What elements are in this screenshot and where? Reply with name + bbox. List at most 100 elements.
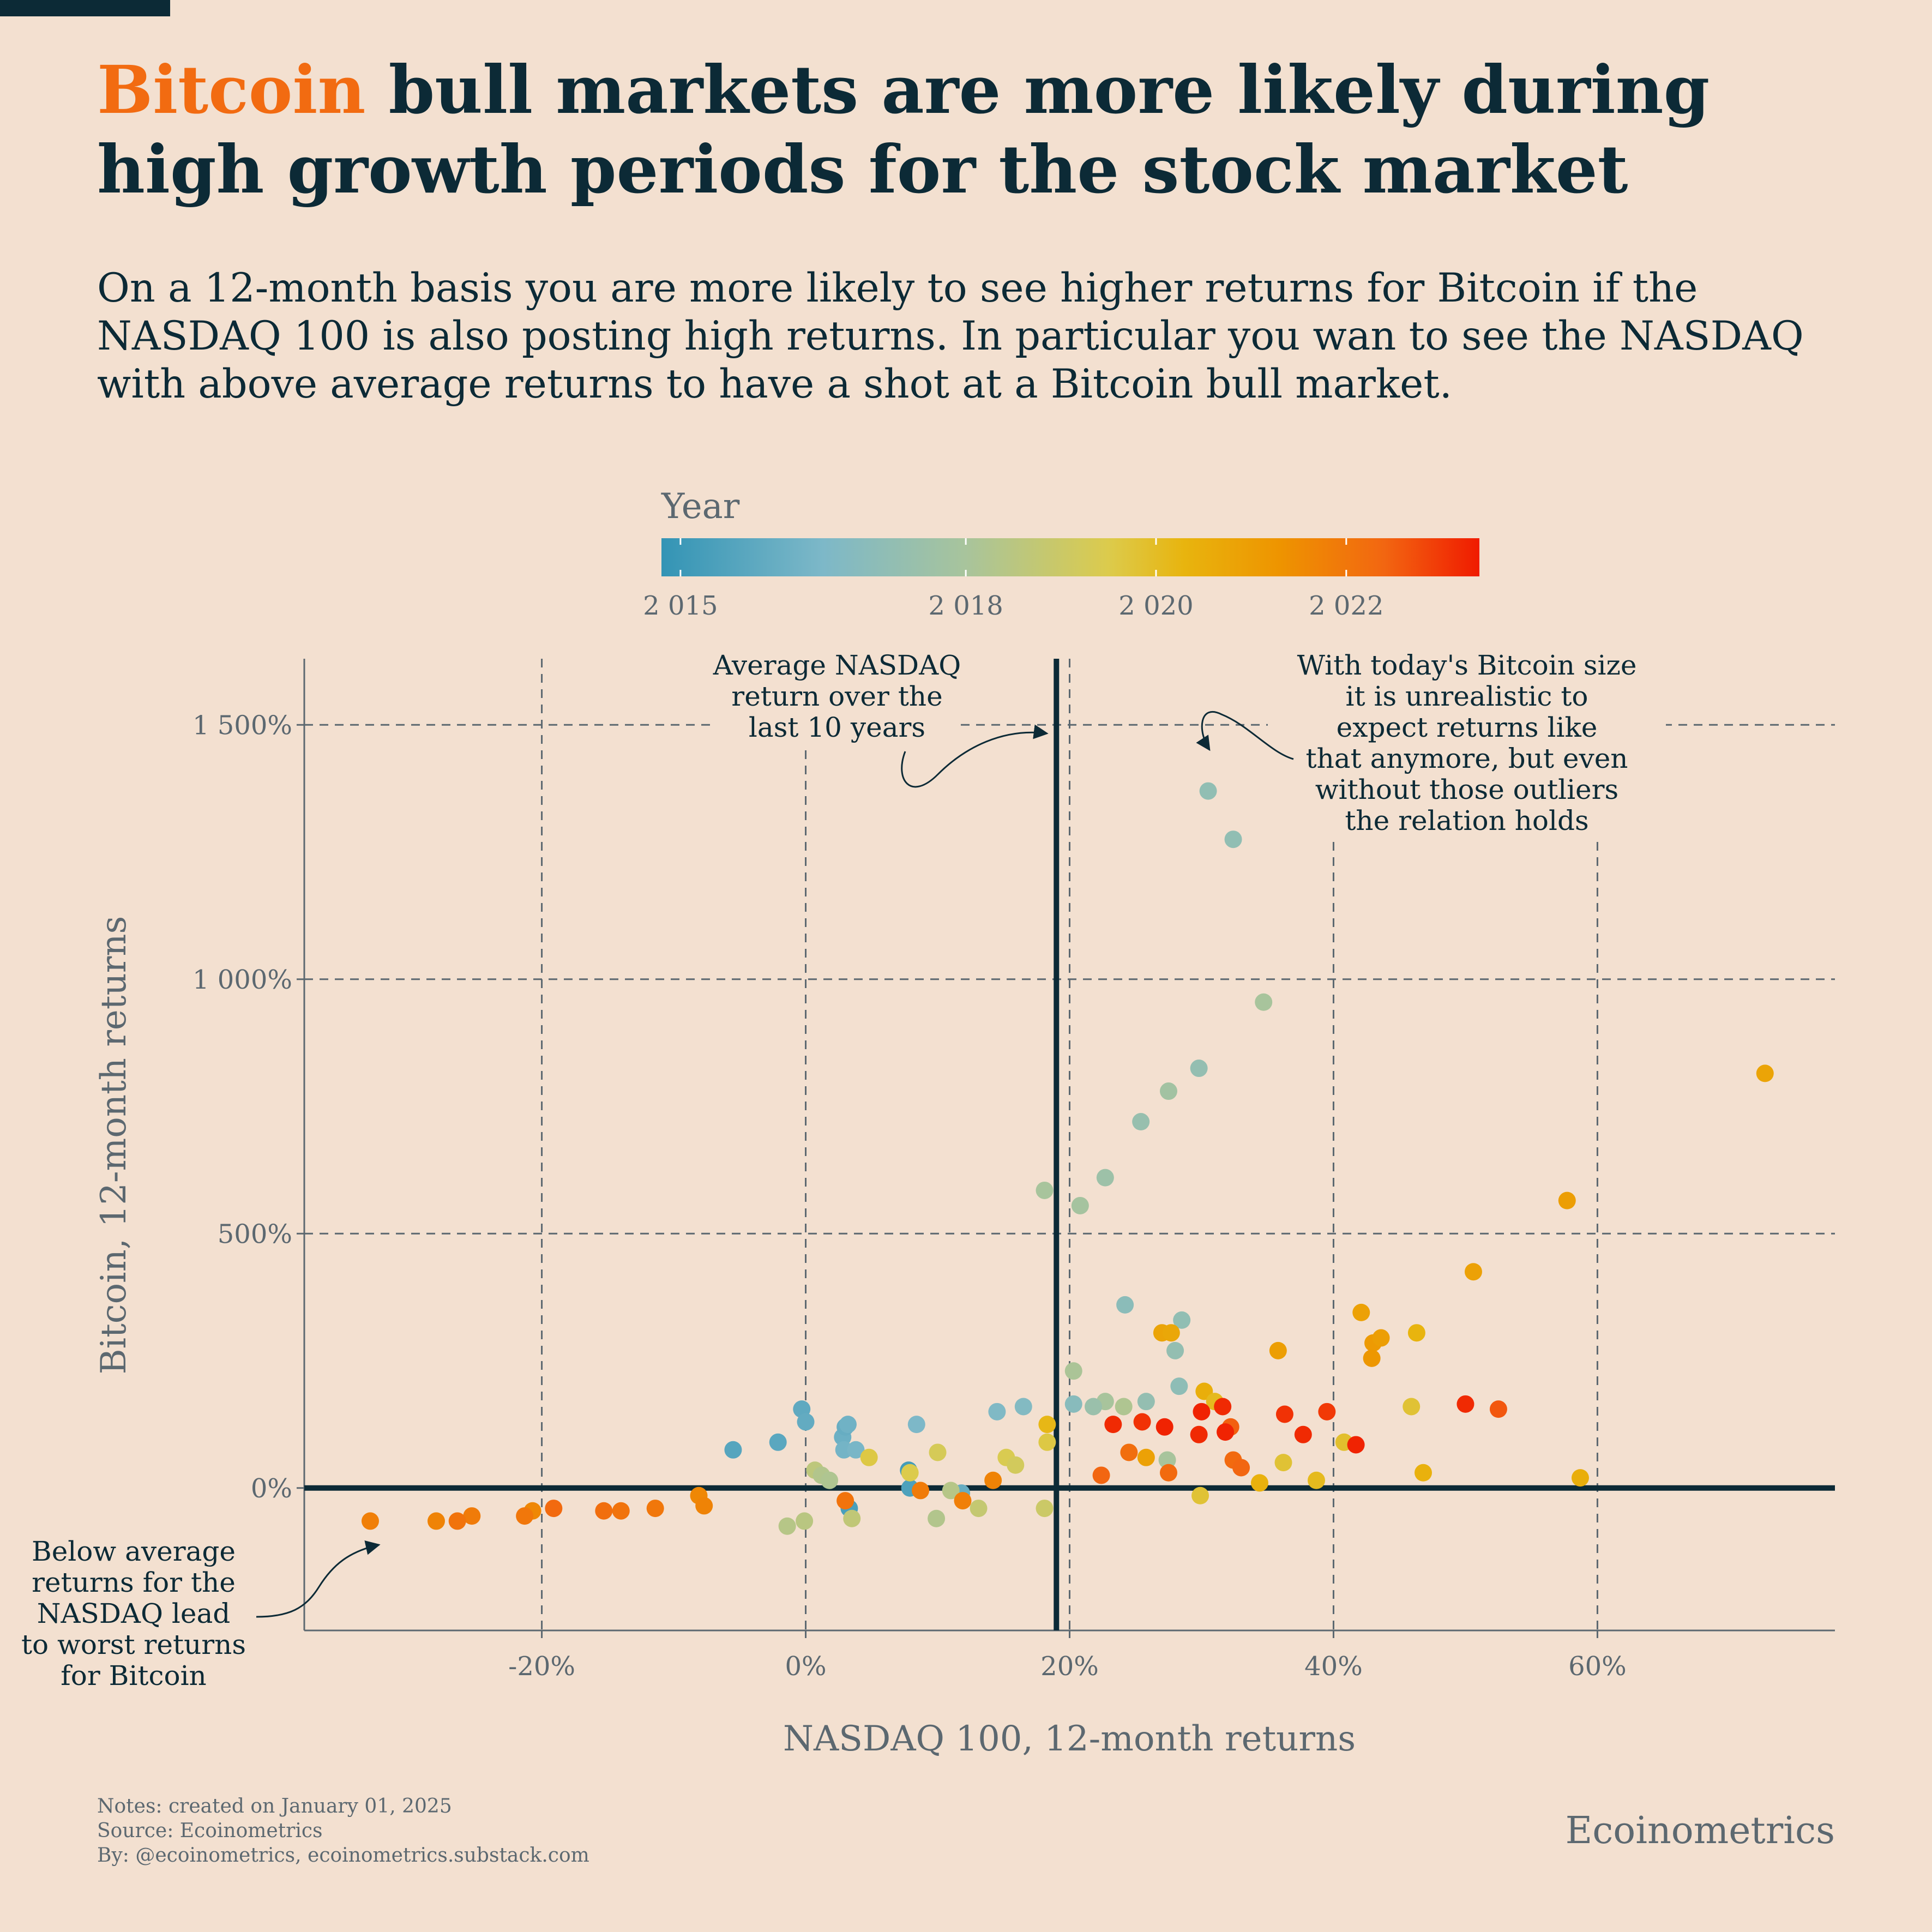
data-point	[1158, 1451, 1176, 1469]
annotation-line: expect returns like	[1337, 712, 1598, 743]
annotation-line: With today's Bitcoin size	[1297, 649, 1637, 681]
data-point	[847, 1441, 865, 1459]
data-point	[463, 1507, 481, 1525]
data-point	[1162, 1324, 1180, 1342]
data-point	[860, 1448, 878, 1466]
data-point	[839, 1416, 857, 1434]
data-point	[796, 1512, 814, 1530]
data-point	[1190, 1060, 1208, 1078]
data-point	[1294, 1425, 1312, 1443]
data-point	[1269, 1341, 1287, 1359]
annotation-line: Below average	[32, 1536, 236, 1567]
x-axis-title: NASDAQ 100, 12-month returns	[783, 1719, 1356, 1759]
annotation-line: for Bitcoin	[61, 1660, 207, 1692]
data-point	[1064, 1395, 1082, 1413]
data-point	[1756, 1064, 1774, 1082]
y-tick-label: 1 000%	[192, 965, 292, 995]
brand-logo-text: Ecoinometrics	[1565, 1809, 1835, 1852]
data-point	[928, 1509, 946, 1527]
annotation-line: to worst returns	[21, 1629, 246, 1660]
data-point	[1115, 1398, 1133, 1416]
data-point	[1274, 1454, 1292, 1472]
data-point	[1096, 1169, 1114, 1187]
annotation-background	[714, 648, 960, 747]
data-point	[797, 1413, 815, 1431]
title-rest: bull markets are more likely during high…	[97, 51, 1710, 208]
data-point	[1104, 1416, 1122, 1434]
data-point	[1036, 1500, 1054, 1518]
annotation-background	[1268, 648, 1666, 840]
data-point	[1007, 1456, 1025, 1474]
data-point	[1137, 1448, 1155, 1466]
annotation-line: that anymore, but even	[1306, 743, 1628, 774]
data-point	[1133, 1413, 1151, 1431]
tick-labels: -20% 0% 20% 40% 60% 0% 500% 1 000% 1 500%	[192, 710, 1627, 1682]
data-point	[1120, 1443, 1138, 1461]
annotation-line: return over the	[731, 681, 942, 712]
data-point	[1214, 1398, 1232, 1416]
footer-by-line: By: @ecoinometrics, ecoinometrics.substa…	[97, 1844, 589, 1867]
data-point	[1224, 830, 1242, 848]
data-point	[1038, 1433, 1056, 1451]
data-point	[1036, 1181, 1054, 1199]
data-point	[929, 1443, 947, 1461]
colorbar-title: Year	[661, 486, 740, 527]
data-point	[1372, 1329, 1390, 1347]
data-point	[843, 1509, 861, 1527]
data-point	[1166, 1341, 1184, 1359]
axes	[297, 659, 1835, 1638]
corner-accent-bar	[0, 0, 170, 16]
data-point	[1116, 1296, 1134, 1314]
annotation-line: last 10 years	[749, 712, 925, 743]
data-point	[516, 1507, 534, 1525]
data-point	[1347, 1436, 1365, 1454]
x-tick-label: 60%	[1568, 1651, 1627, 1682]
data-point	[361, 1512, 379, 1530]
y-tick-label: 500%	[218, 1219, 292, 1249]
x-tick-label: -20%	[508, 1651, 575, 1682]
y-tick-label: 1 500%	[192, 710, 292, 741]
data-point	[595, 1502, 613, 1520]
data-point	[769, 1433, 787, 1451]
footer-notes: Notes: created on January 01, 2025 Sourc…	[97, 1794, 589, 1868]
data-point	[1250, 1474, 1268, 1492]
data-point	[612, 1502, 630, 1520]
data-point	[1038, 1416, 1056, 1434]
footer-notes-line: Notes: created on January 01, 2025	[97, 1795, 452, 1817]
annotation-arrow-below	[256, 1540, 381, 1618]
data-point	[1064, 1362, 1082, 1380]
data-point	[907, 1416, 925, 1434]
data-point	[1464, 1263, 1482, 1281]
annotation-line: without those outliers	[1315, 774, 1618, 805]
annotation-line: NASDAQ lead	[37, 1598, 231, 1629]
annotation-line: returns for the	[32, 1567, 236, 1598]
data-point	[988, 1403, 1006, 1421]
chart-subtitle: On a 12-month basis you are more likely …	[97, 265, 1804, 407]
data-point	[1191, 1486, 1209, 1504]
colorbar-tick-label: 2 015	[643, 591, 718, 621]
data-point	[1137, 1393, 1155, 1411]
data-point	[778, 1517, 796, 1535]
data-point	[1190, 1425, 1208, 1443]
data-point	[836, 1492, 854, 1510]
data-point	[901, 1464, 919, 1482]
x-tick-label: 40%	[1304, 1651, 1363, 1682]
data-point	[1092, 1466, 1110, 1484]
data-point	[1255, 993, 1273, 1011]
data-point	[1173, 1311, 1191, 1329]
annotation-line: the relation holds	[1345, 805, 1588, 836]
y-tick-label: 0%	[251, 1473, 292, 1504]
data-point	[1558, 1191, 1576, 1209]
data-point	[1456, 1395, 1474, 1413]
data-points	[361, 782, 1774, 1535]
data-point	[695, 1497, 713, 1515]
data-point	[1132, 1113, 1150, 1131]
data-point	[1199, 782, 1217, 800]
data-point	[1014, 1398, 1032, 1416]
x-tick-label: 20%	[1040, 1651, 1099, 1682]
data-point	[427, 1512, 445, 1530]
